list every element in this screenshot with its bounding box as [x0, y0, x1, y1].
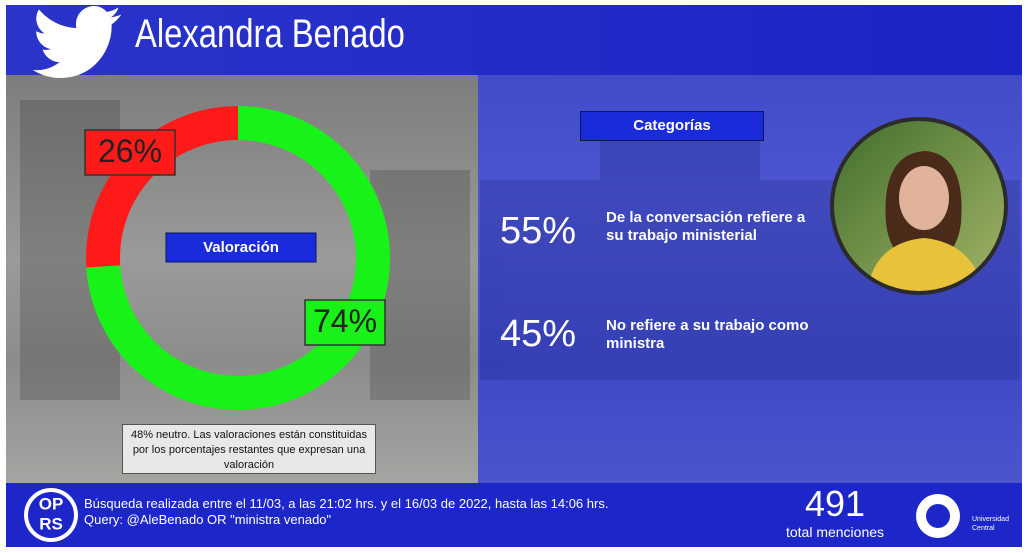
- logo: OP RS: [22, 486, 80, 544]
- infographic: Alexandra Benado Valoración26%74% 48% ne…: [0, 0, 1028, 553]
- value-label: 74%: [313, 303, 377, 339]
- logo-text: RS: [39, 514, 63, 533]
- query: Query: @AleBenado OR "ministra venado": [84, 512, 608, 528]
- value-label: 26%: [98, 133, 162, 169]
- university: Universidad Central: [972, 515, 1009, 533]
- donut-chart: Valoración 26% 74%: [0, 0, 480, 480]
- mention-label: total menciones: [765, 524, 905, 540]
- mention-count: 491: [790, 483, 880, 525]
- category-text: De la conversación refiere a su trabajo …: [606, 209, 826, 245]
- categories-title: Categorías: [580, 111, 764, 141]
- percent: 55%: [500, 210, 576, 253]
- center-label: Valoración: [203, 239, 279, 256]
- university-logo: [912, 490, 964, 542]
- percent: 45%: [500, 313, 576, 356]
- portrait: [826, 113, 1012, 299]
- note: 48% neutro. Las valoraciones están const…: [122, 424, 376, 474]
- logo-text: OP: [39, 494, 64, 513]
- university-line: Universidad: [972, 515, 1009, 524]
- category-text: No refiere a su trabajo como ministra: [606, 317, 816, 353]
- query-info: Búsqueda realizada entre el 11/03, a las…: [84, 496, 608, 528]
- university-line: Central: [972, 524, 1009, 533]
- search-range: Búsqueda realizada entre el 11/03, a las…: [84, 496, 608, 512]
